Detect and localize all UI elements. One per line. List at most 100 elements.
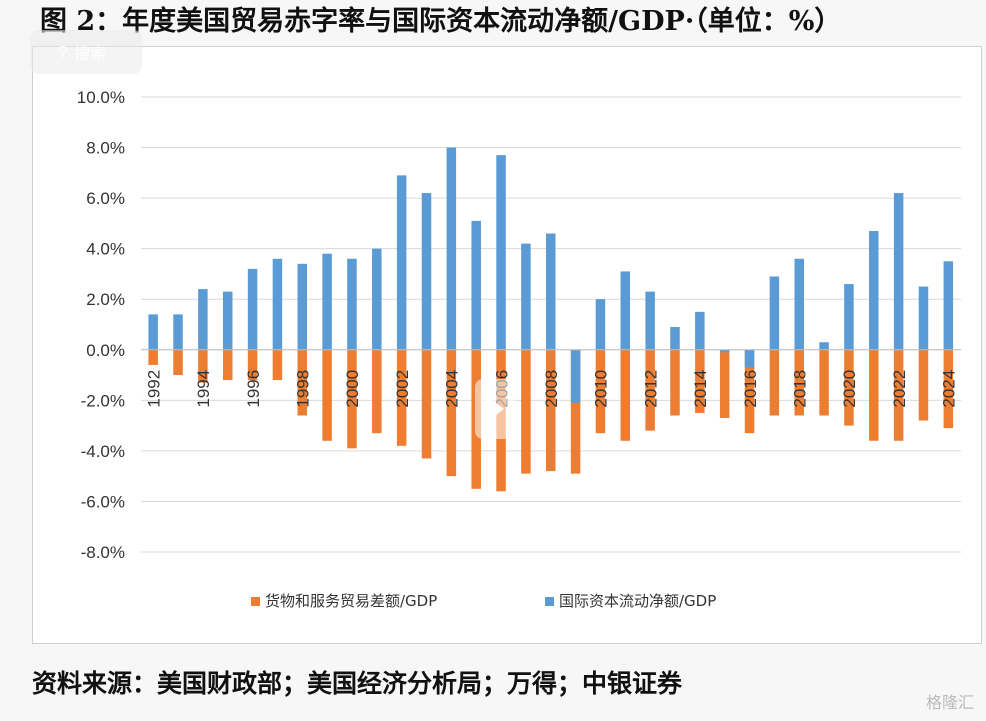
capital-flow-bar — [247, 268, 258, 350]
legend-label: 国际资本流动净额/GDP — [559, 592, 716, 610]
play-icon — [486, 395, 504, 423]
trade-balance-bar — [322, 349, 332, 441]
search-icon: ⚲ — [58, 44, 69, 60]
x-tick-label: 2020 — [840, 370, 859, 408]
search-overlay-button[interactable]: ⚲ 搜索 — [30, 30, 142, 74]
x-tick-label: 2004 — [443, 370, 462, 408]
x-tick-label: 1998 — [294, 370, 313, 408]
x-tick-label: 2014 — [691, 370, 710, 408]
capital-flow-bar — [546, 233, 556, 350]
trade-balance-bar — [819, 349, 829, 416]
x-tick-label: 2002 — [393, 370, 412, 408]
capital-flow-bar — [893, 193, 904, 350]
trade-balance-bar — [421, 349, 432, 459]
trade-balance-bar — [372, 349, 382, 434]
x-tick-label: 2016 — [741, 370, 760, 408]
trade-balance-bar — [297, 349, 308, 416]
x-tick-label: 2018 — [790, 370, 809, 408]
x-tick-label: 2008 — [542, 370, 561, 408]
capital-flow-bar — [446, 147, 457, 350]
trade-balance-bar — [347, 349, 357, 449]
capital-flow-bar — [645, 291, 655, 350]
capital-flow-bar — [595, 299, 606, 350]
capital-flow-bar — [521, 243, 531, 350]
trade-balance-bar — [620, 349, 631, 441]
y-tick-label: 8.0% — [86, 139, 125, 158]
capital-flow-bar — [272, 258, 283, 350]
legend-label: 货物和服务贸易差额/GDP — [265, 592, 437, 610]
capital-flow-bar — [844, 284, 854, 350]
trade-balance-bar — [546, 349, 556, 472]
trade-balance-bar — [272, 349, 283, 381]
trade-balance-bar — [396, 349, 407, 446]
capital-flow-bar — [570, 349, 581, 403]
y-tick-label: -4.0% — [81, 442, 125, 461]
trade-balance-bar — [670, 349, 680, 416]
y-tick-label: 4.0% — [86, 240, 125, 259]
trade-balance-bar — [570, 349, 581, 474]
y-tick-label: -8.0% — [81, 543, 125, 562]
y-tick-label: -6.0% — [81, 492, 125, 511]
trade-balance-bar — [844, 349, 854, 426]
trade-balance-bar — [521, 349, 531, 474]
y-tick-label: -2.0% — [81, 391, 125, 410]
watermark: 格隆汇 — [925, 693, 974, 712]
capital-flow-bar — [943, 261, 954, 350]
trade-balance-bar — [719, 349, 730, 419]
trade-balance-bar — [595, 349, 606, 434]
capital-flow-bar — [222, 291, 233, 350]
capital-flow-bar — [794, 258, 804, 350]
y-tick-label: 6.0% — [86, 189, 125, 208]
capital-flow-bar — [322, 253, 332, 350]
trade-balance-bar — [943, 349, 954, 429]
x-tick-label: 1996 — [244, 370, 263, 408]
x-tick-label: 2010 — [592, 370, 611, 408]
y-tick-label: 2.0% — [86, 290, 125, 309]
search-overlay-label: 搜索 — [74, 44, 107, 63]
trade-balance-bar — [918, 349, 929, 421]
trade-balance-bar — [173, 349, 183, 376]
trade-balance-bar — [744, 349, 755, 434]
capital-flow-bar — [819, 342, 829, 350]
legend-swatch — [251, 597, 260, 606]
figure-title: 图 2：年度美国贸易赤字率与国际资本流动净额/GDP·（单位：%） — [40, 6, 842, 37]
capital-flow-bar — [496, 155, 506, 350]
x-tick-label: 2022 — [890, 370, 909, 408]
x-tick-label: 1992 — [144, 370, 163, 408]
capital-flow-bar — [148, 314, 158, 350]
trade-balance-bar — [247, 349, 258, 381]
trade-balance-bar — [198, 349, 208, 383]
y-tick-label: 10.0% — [77, 88, 125, 107]
x-tick-label: 2000 — [343, 370, 362, 408]
capital-flow-bar — [719, 349, 730, 353]
trade-balance-bar — [893, 349, 904, 441]
trade-balance-bar — [695, 349, 705, 413]
capital-flow-bar — [670, 327, 680, 350]
x-tick-label: 1994 — [194, 370, 213, 408]
capital-flow-bar — [695, 311, 705, 350]
capital-flow-bar — [421, 193, 432, 350]
x-tick-label: 2024 — [940, 370, 959, 408]
legend-swatch — [545, 597, 554, 606]
capital-flow-bar — [297, 263, 308, 350]
source-note: 资料来源：美国财政部；美国经济分析局；万得；中银证券 — [32, 669, 683, 698]
capital-flow-bar — [620, 271, 631, 350]
trade-balance-bar — [148, 349, 158, 365]
trade-balance-bar — [794, 349, 804, 416]
capital-flow-bar — [869, 230, 879, 350]
capital-flow-bar — [471, 220, 481, 350]
chart-panel: 10.0% 8.0% 6.0% 4.0% 2.0% 0.0% -2.0% -4.0% -6.0%… — [32, 46, 982, 644]
trade-balance-bar — [869, 349, 879, 441]
capital-flow-bar — [744, 349, 755, 368]
bar-chart: 10.0% 8.0% 6.0% 4.0% 2.0% 0.0% -2.0% -4.0% -6.0%… — [77, 88, 961, 610]
capital-flow-bar — [918, 286, 929, 350]
trade-balance-bar — [769, 349, 780, 416]
trade-balance-bar — [645, 349, 655, 431]
capital-flow-bar — [372, 248, 382, 350]
capital-flow-bar — [173, 314, 183, 350]
capital-flow-bar — [396, 175, 407, 350]
x-tick-label: 2012 — [641, 370, 660, 408]
trade-balance-bar — [222, 349, 233, 381]
y-tick-label: 0.0% — [86, 341, 125, 360]
play-button[interactable] — [475, 379, 515, 439]
